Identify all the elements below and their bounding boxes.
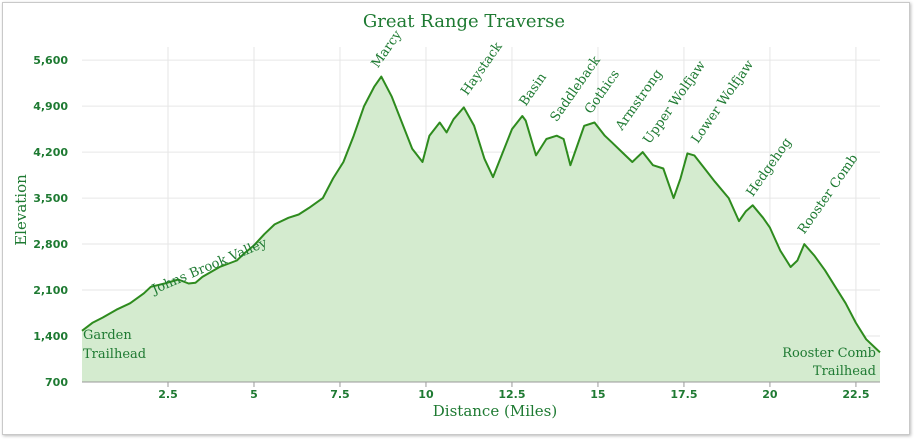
y-tick-label: 2,100	[33, 284, 68, 297]
y-tick-label: 4,900	[33, 100, 68, 113]
x-tick-label: 5	[250, 388, 258, 401]
y-tick-label: 2,800	[33, 238, 68, 251]
y-tick-label: 4,200	[33, 146, 68, 159]
area-layer	[81, 75, 881, 382]
end-label-line2: Trailhead	[813, 364, 876, 379]
x-tick-label: 17.5	[670, 388, 697, 401]
x-tick-label: 15	[590, 388, 605, 401]
elevation-area-fill	[82, 76, 880, 382]
y-axis-title: Elevation	[12, 174, 30, 246]
y-tick-label: 700	[45, 376, 68, 389]
annotation-label: Basin	[517, 70, 551, 109]
y-tick-label: 5,600	[33, 54, 68, 67]
chart-title: Great Range Traverse	[363, 11, 565, 32]
annotation-label: Hedgehog	[744, 135, 795, 199]
x-tick-label: 22.5	[842, 388, 869, 401]
start-label-line1: Garden	[83, 328, 132, 343]
annotation-label: Marcy	[369, 27, 406, 70]
y-tick-label: 1,400	[33, 330, 68, 343]
end-label-line1: Rooster Comb	[782, 346, 876, 361]
x-tick-label: 2.5	[158, 388, 178, 401]
x-tick-label: 12.5	[498, 388, 525, 401]
x-tick-label: 20	[762, 388, 778, 401]
start-label-line2: Trailhead	[83, 347, 146, 362]
x-axis-title: Distance (Miles)	[433, 402, 557, 420]
x-tick-label: 7.5	[330, 388, 350, 401]
annotation-label: Rooster Comb	[795, 152, 861, 237]
x-tick-label: 10	[418, 388, 434, 401]
axis-layer: 700 1,400 2,100 2,800 3,500 4,200 4,900 5,600 2.…	[33, 54, 880, 401]
elevation-line	[81, 75, 881, 354]
annotation-label: Haystack	[458, 40, 505, 99]
y-tick-label: 3,500	[33, 192, 68, 205]
